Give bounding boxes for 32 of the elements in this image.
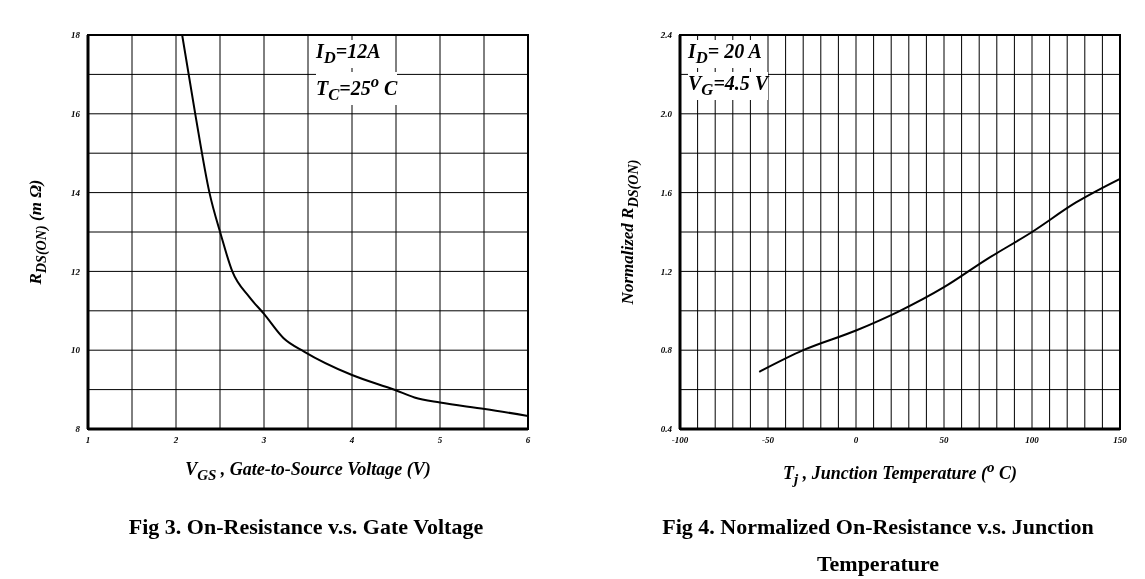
y-tick-label: 2.0 <box>659 109 673 119</box>
annotation: I$_{D}$=12A <box>316 40 381 68</box>
y-tick-label: 0.4 <box>660 424 673 435</box>
x-tick-label: -50 <box>762 435 775 446</box>
text: Fig 3. On-Resistance v.s. Gate Voltage <box>127 513 485 541</box>
x-tick-label: 4 <box>348 435 355 446</box>
y-tick-label: 10 <box>71 345 81 356</box>
y-tick-label: 2.4 <box>659 30 673 41</box>
x-tick-label: 3 <box>260 435 267 446</box>
x-tick-label: 0 <box>853 435 859 446</box>
x-tick-label: 2 <box>172 435 179 446</box>
x-tick-label: 1 <box>85 435 91 446</box>
y-tick-label: 1.6 <box>660 187 673 198</box>
y-tick-label: 8 <box>75 424 81 435</box>
y-tick-label: 18 <box>71 30 81 41</box>
x-axis-title: T$_{j}$ , Junction Temperature ($^{o}$ C) <box>782 459 1018 488</box>
y-tick-label: 14 <box>71 187 81 198</box>
x-tick-label: 50 <box>939 435 949 446</box>
annotation: I$_{D}$= 20 A <box>688 40 762 68</box>
x-tick-label: 5 <box>437 435 443 446</box>
text: Fig 4. Normalized On-Resistance v.s. Junction Temperature <box>661 513 1095 578</box>
y-tick-label: 16 <box>71 109 81 119</box>
y-tick-label: 12 <box>71 266 81 277</box>
x-tick-label: -100 <box>671 435 689 446</box>
annotation: T$_{C}$=25$^{o}$ C <box>316 72 398 105</box>
x-tick-label: 150 <box>1113 435 1128 446</box>
y-tick-label: 0.8 <box>660 345 673 356</box>
x-tick-label: 100 <box>1025 435 1040 446</box>
y-tick-label: 1.2 <box>660 266 673 277</box>
x-tick-label: 6 <box>525 435 531 446</box>
annotation: V$_{G}$=4.5 V <box>688 72 769 100</box>
x-axis-title: V$_{GS}$ , Gate-to-Source Voltage (V) <box>185 459 431 484</box>
